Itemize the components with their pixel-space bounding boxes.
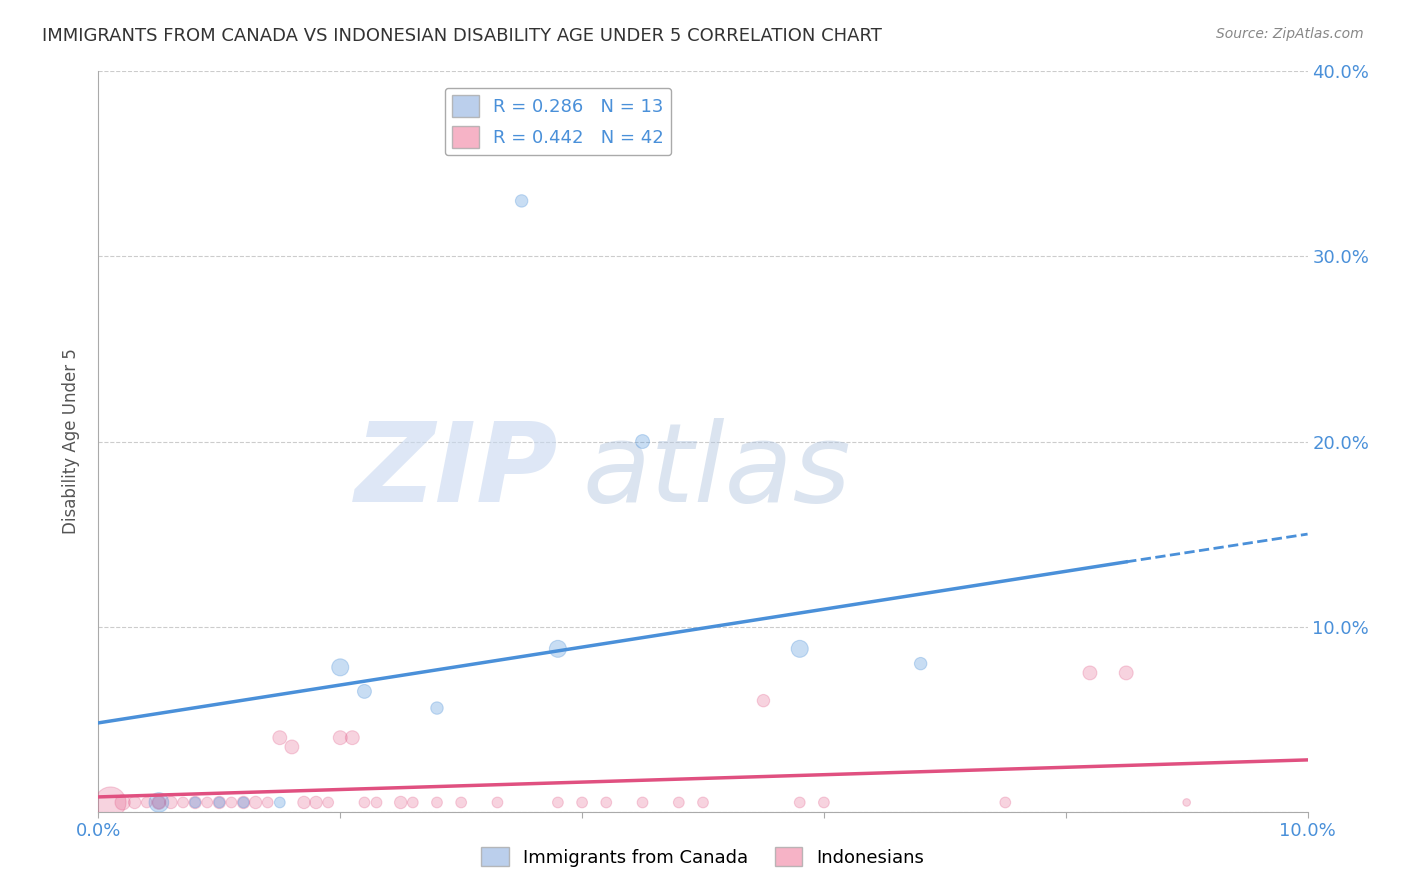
Point bbox=[389, 796, 412, 810]
Point bbox=[195, 796, 218, 810]
Text: ZIP: ZIP bbox=[354, 417, 558, 524]
Y-axis label: Disability Age Under 5: Disability Age Under 5 bbox=[62, 349, 80, 534]
Legend: Immigrants from Canada, Indonesians: Immigrants from Canada, Indonesians bbox=[474, 840, 932, 874]
Point bbox=[269, 731, 291, 745]
Point bbox=[353, 684, 375, 698]
Point bbox=[329, 660, 352, 674]
Point bbox=[208, 796, 231, 810]
Point bbox=[292, 796, 315, 810]
Point bbox=[994, 796, 1017, 810]
Point bbox=[305, 796, 328, 810]
Point bbox=[486, 796, 509, 810]
Point bbox=[595, 796, 617, 810]
Point bbox=[184, 796, 207, 810]
Text: atlas: atlas bbox=[582, 417, 851, 524]
Point bbox=[692, 796, 714, 810]
Text: IMMIGRANTS FROM CANADA VS INDONESIAN DISABILITY AGE UNDER 5 CORRELATION CHART: IMMIGRANTS FROM CANADA VS INDONESIAN DIS… bbox=[42, 27, 882, 45]
Point bbox=[148, 796, 170, 810]
Point bbox=[329, 731, 352, 745]
Point bbox=[353, 796, 375, 810]
Point bbox=[316, 796, 339, 810]
Point bbox=[789, 796, 811, 810]
Text: Source: ZipAtlas.com: Source: ZipAtlas.com bbox=[1216, 27, 1364, 41]
Point bbox=[910, 657, 932, 671]
Point bbox=[221, 796, 243, 810]
Point bbox=[547, 641, 569, 656]
Point bbox=[232, 796, 254, 810]
Point bbox=[256, 796, 278, 810]
Point bbox=[1175, 796, 1198, 810]
Point bbox=[789, 641, 811, 656]
Point bbox=[813, 796, 835, 810]
Point bbox=[571, 796, 593, 810]
Point bbox=[402, 796, 425, 810]
Point bbox=[232, 796, 254, 810]
Point bbox=[160, 796, 183, 810]
Point bbox=[547, 796, 569, 810]
Point bbox=[510, 194, 533, 208]
Point bbox=[124, 796, 146, 810]
Point bbox=[1078, 665, 1101, 680]
Point bbox=[281, 739, 304, 754]
Point bbox=[342, 731, 364, 745]
Point bbox=[172, 796, 194, 810]
Point bbox=[148, 796, 170, 810]
Point bbox=[111, 796, 134, 810]
Point bbox=[752, 694, 775, 708]
Point bbox=[1115, 665, 1137, 680]
Point bbox=[269, 796, 291, 810]
Point bbox=[631, 434, 654, 449]
Point bbox=[148, 796, 170, 810]
Point bbox=[668, 796, 690, 810]
Point bbox=[631, 796, 654, 810]
Point bbox=[135, 796, 157, 810]
Point bbox=[426, 796, 449, 810]
Point bbox=[245, 796, 267, 810]
Legend: R = 0.286   N = 13, R = 0.442   N = 42: R = 0.286 N = 13, R = 0.442 N = 42 bbox=[444, 87, 671, 155]
Point bbox=[100, 796, 122, 810]
Point bbox=[366, 796, 388, 810]
Point bbox=[450, 796, 472, 810]
Point bbox=[426, 701, 449, 715]
Point bbox=[208, 796, 231, 810]
Point bbox=[184, 796, 207, 810]
